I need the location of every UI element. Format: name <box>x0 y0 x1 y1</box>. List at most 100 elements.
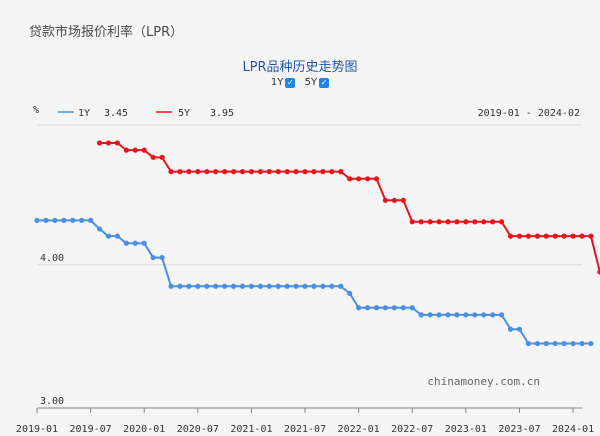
data-point-5y <box>302 169 308 175</box>
data-point-5y <box>329 169 335 175</box>
data-point-1y <box>230 283 237 289</box>
data-point-5y <box>213 169 219 175</box>
data-point-5y <box>230 169 237 175</box>
data-point-1y <box>463 312 469 318</box>
data-point-5y <box>159 154 165 160</box>
data-point-5y <box>400 197 406 203</box>
series-line-1y <box>37 219 591 345</box>
data-point-1y <box>266 283 272 289</box>
data-point-1y <box>400 305 406 311</box>
data-point-1y <box>177 283 183 289</box>
data-point-1y <box>43 217 49 223</box>
data-point-1y <box>409 305 415 311</box>
data-point-1y <box>561 340 567 347</box>
data-point-1y <box>159 254 165 261</box>
data-point-1y <box>552 340 558 347</box>
data-point-5y <box>534 233 540 239</box>
data-point-1y <box>364 305 371 311</box>
data-point-5y <box>454 219 460 225</box>
y-tick-label: 3.00 <box>40 396 64 407</box>
data-point-5y <box>552 233 558 239</box>
data-point-5y <box>186 169 192 175</box>
data-point-5y <box>418 219 424 225</box>
x-axis: 2019-01 2019-07 2020-01 2020-07 2021-01 2021-… <box>16 407 594 435</box>
x-tick-label: 2024-01 <box>552 424 594 435</box>
data-point-1y <box>356 305 362 311</box>
data-point-5y <box>266 169 272 175</box>
data-point-5y <box>141 147 147 153</box>
data-point-5y <box>409 219 415 225</box>
data-point-1y <box>168 283 174 289</box>
data-point-1y <box>222 283 228 289</box>
x-tick-label: 2023-07 <box>498 424 540 435</box>
data-point-1y <box>525 340 531 347</box>
x-tick-label: 2023-01 <box>445 424 487 435</box>
data-point-1y <box>543 340 549 347</box>
data-point-5y <box>373 176 380 182</box>
data-point-1y <box>382 305 389 311</box>
data-point-1y <box>418 312 424 318</box>
data-point-5y <box>239 169 246 175</box>
y-unit-label: % <box>33 105 39 116</box>
series-layer <box>34 140 600 347</box>
data-point-1y <box>570 340 576 347</box>
data-point-1y <box>454 312 460 318</box>
data-point-5y <box>275 169 281 175</box>
data-point-1y <box>436 312 442 318</box>
data-point-1y <box>329 283 335 289</box>
x-tick-label: 2022-07 <box>391 424 433 435</box>
data-point-1y <box>588 340 594 347</box>
data-point-1y <box>114 233 121 239</box>
data-point-1y <box>186 283 192 289</box>
data-point-5y <box>543 233 549 239</box>
x-tick-label: 2019-01 <box>16 424 58 435</box>
data-point-5y <box>195 169 201 175</box>
watermark: chinamoney.com.cn <box>427 375 540 388</box>
data-point-1y <box>248 283 255 289</box>
data-point-5y <box>257 169 263 175</box>
data-point-1y <box>195 283 201 289</box>
data-point-5y <box>490 219 496 225</box>
data-point-5y <box>338 169 344 175</box>
data-point-1y <box>275 283 281 289</box>
data-point-1y <box>213 283 219 289</box>
data-point-5y <box>436 219 442 225</box>
data-point-5y <box>588 233 594 239</box>
data-point-5y <box>168 169 174 175</box>
data-point-5y <box>222 169 228 175</box>
data-point-5y <box>382 197 389 203</box>
toggle-5y-label: 5Y <box>304 77 318 88</box>
data-point-5y <box>320 169 326 175</box>
data-point-5y <box>507 233 514 239</box>
data-point-5y <box>150 154 156 160</box>
data-point-1y <box>373 305 380 311</box>
data-point-5y <box>356 176 362 182</box>
data-point-5y <box>498 219 505 225</box>
data-point-1y <box>498 312 505 318</box>
data-point-1y <box>61 217 67 223</box>
data-point-5y <box>597 269 600 275</box>
data-point-5y <box>293 169 299 175</box>
data-point-5y <box>463 219 469 225</box>
data-point-5y <box>177 169 183 175</box>
data-point-5y <box>445 219 451 225</box>
data-point-1y <box>34 217 40 223</box>
data-point-5y <box>427 219 433 225</box>
data-point-1y <box>204 283 210 289</box>
checkbox-checked-icon[interactable]: ✓ <box>319 77 330 88</box>
data-point-5y <box>311 169 317 175</box>
data-point-1y <box>132 240 138 246</box>
data-point-1y <box>472 312 478 318</box>
toggle-5y[interactable]: 5Y ✓ <box>304 77 330 88</box>
x-tick-label: 2022-01 <box>338 424 380 435</box>
data-point-1y <box>150 254 156 261</box>
data-point-1y <box>579 340 585 347</box>
toggle-1y[interactable]: 1Y ✓ <box>270 77 296 88</box>
data-point-1y <box>320 283 326 289</box>
data-point-5y <box>123 147 129 153</box>
checkbox-checked-icon[interactable]: ✓ <box>285 77 296 88</box>
toggle-1y-label: 1Y <box>270 77 284 88</box>
data-point-5y <box>105 140 112 146</box>
